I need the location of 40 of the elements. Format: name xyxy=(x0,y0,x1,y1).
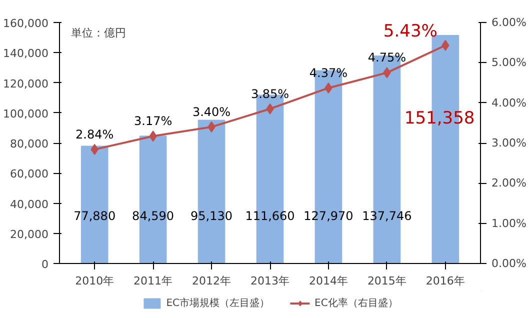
x-tick-label: 2015年 xyxy=(367,274,406,288)
x-tick-label: 2011年 xyxy=(134,274,173,288)
y-tick-label: 80,000 xyxy=(10,138,49,150)
data-label: 3.17% xyxy=(134,114,172,128)
y-tick-label: 100,000 xyxy=(3,107,49,120)
x-tick-label: 2014年 xyxy=(308,274,348,288)
annotation: 単位：億円 xyxy=(71,26,126,40)
data-label: 127,970 xyxy=(304,209,354,224)
data-label: 151,358 xyxy=(404,108,475,129)
data-label: 84,590 xyxy=(132,209,174,224)
legend-label: EC市場規模（左目盛） xyxy=(166,296,270,310)
data-label: 4.75% xyxy=(368,50,406,65)
legend-label: EC化率（右目盛） xyxy=(314,296,398,310)
y-tick-label: 0 xyxy=(42,258,48,271)
x-tick-label: 2013年 xyxy=(250,274,290,288)
y-tick-label: 60,000 xyxy=(10,168,49,181)
y2-tick-label: 5.00% xyxy=(492,56,526,70)
data-label: 5.43% xyxy=(383,21,438,42)
x-tick-label: 2012年 xyxy=(192,274,232,288)
data-label: 3.85% xyxy=(250,86,290,101)
y-tick-label: 160,000 xyxy=(3,17,49,30)
data-label: 77,880 xyxy=(74,209,116,224)
data-label: 3.40% xyxy=(192,104,231,119)
y-tick-label: 40,000 xyxy=(10,198,49,211)
y-tick-label: 140,000 xyxy=(3,47,49,60)
x-tick-label: 2010年 xyxy=(75,274,114,288)
y2-tick-label: 1.00% xyxy=(492,216,526,230)
x-tick-label: 2016年 xyxy=(426,274,465,288)
data-label: 111,660 xyxy=(245,209,295,224)
y-tick-label: 120,000 xyxy=(3,77,49,90)
y-tick-label: 20,000 xyxy=(10,228,49,241)
data-label: 95,130 xyxy=(190,209,233,224)
y2-tick-label: 2.00% xyxy=(492,176,526,190)
data-label: 2.84% xyxy=(76,127,114,142)
y2-tick-label: 3.00% xyxy=(492,136,526,150)
data-label: 137,746 xyxy=(362,209,412,224)
y2-tick-label: 6.00% xyxy=(492,16,526,29)
y2-tick-label: 4.00% xyxy=(492,96,526,110)
y2-tick-label: 0.00% xyxy=(492,257,526,270)
data-label: 4.37% xyxy=(309,66,348,80)
